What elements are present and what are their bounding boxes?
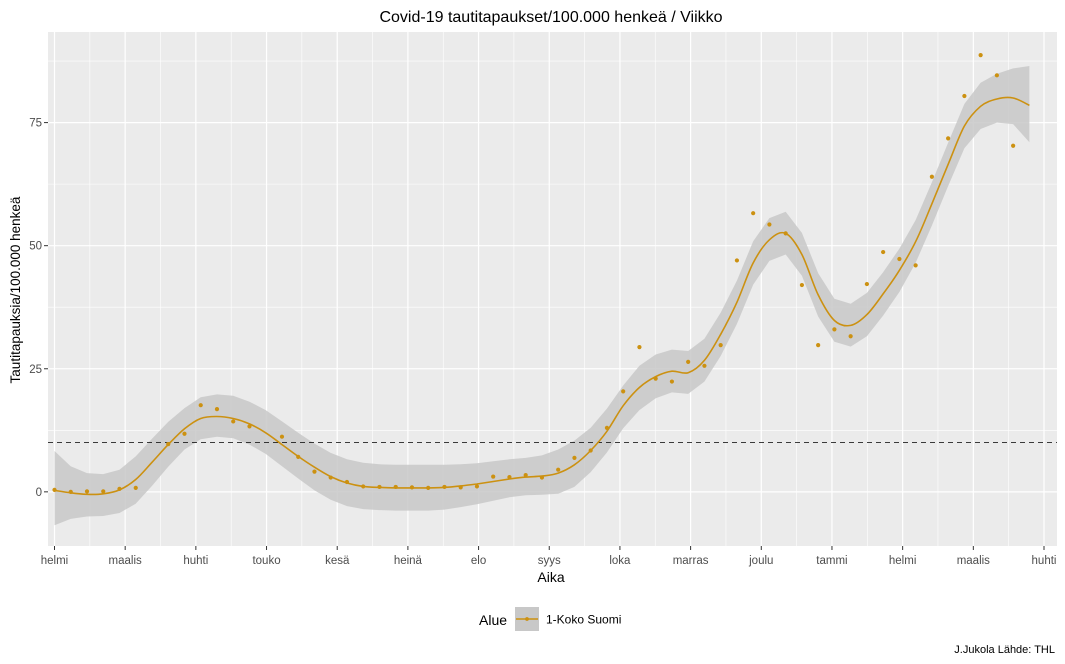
x-tick-label: syys: [538, 555, 561, 567]
data-point: [458, 485, 463, 490]
x-tick-label: huhti: [183, 555, 208, 567]
x-axis-label: Aika: [537, 569, 564, 585]
data-point: [279, 434, 285, 439]
data-point: [718, 343, 723, 348]
data-point: [604, 425, 610, 430]
source-caption: J.Jukola Lähde: THL: [954, 644, 1055, 656]
data-point: [978, 53, 983, 58]
x-tick-label: joulu: [748, 555, 773, 567]
data-point: [946, 136, 951, 141]
data-point: [507, 474, 512, 480]
data-point: [133, 485, 138, 491]
data-point: [328, 475, 333, 480]
data-point: [621, 389, 626, 394]
data-point: [214, 407, 220, 412]
data-point: [832, 327, 837, 332]
x-tick-label: marras: [673, 555, 709, 567]
y-axis-label: Tautitapauksia/100.000 henkeä: [8, 196, 23, 383]
data-point: [686, 359, 691, 364]
data-point: [588, 448, 593, 453]
x-tick-label: maalis: [957, 555, 990, 567]
legend-key-point: [525, 617, 529, 621]
data-point: [556, 467, 561, 472]
data-point: [491, 474, 496, 479]
data-point: [994, 73, 999, 78]
data-point: [816, 343, 821, 348]
data-point: [637, 344, 642, 350]
data-point: [247, 424, 252, 429]
data-point: [426, 485, 431, 491]
data-point: [881, 249, 886, 255]
data-point: [913, 263, 918, 268]
data-point: [231, 419, 236, 424]
data-point: [52, 487, 57, 492]
x-tick-label: elo: [471, 555, 486, 567]
data-point: [734, 258, 740, 263]
data-point: [344, 479, 350, 485]
data-point: [166, 441, 171, 447]
legend-entry-label: 1-Koko Suomi: [546, 613, 621, 627]
data-point: [117, 486, 122, 491]
data-point: [783, 231, 788, 236]
data-point: [929, 174, 934, 179]
data-point: [799, 282, 805, 288]
y-axis: 0 25 50 75: [29, 118, 48, 499]
data-point: [84, 489, 90, 494]
y-tick-label: 25: [29, 364, 42, 376]
data-point: [198, 403, 203, 408]
data-point: [312, 469, 317, 474]
data-point: [101, 489, 106, 494]
data-point: [767, 222, 772, 227]
x-tick-label: heinä: [394, 555, 423, 567]
data-point: [474, 484, 480, 489]
data-point: [442, 484, 447, 490]
data-point: [523, 473, 528, 478]
x-tick-label: helmi: [889, 555, 916, 567]
data-point: [377, 484, 382, 490]
x-tick-label: kesä: [325, 555, 350, 567]
x-tick-label: tammi: [816, 555, 847, 567]
x-axis: helmi maalis huhti touko kesä heinä elo syys lok…: [41, 546, 1057, 567]
data-point: [653, 376, 658, 381]
data-point: [751, 211, 756, 216]
data-point: [1011, 143, 1016, 148]
chart-title: Covid-19 tautitapaukset/100.000 henkeä /…: [379, 9, 722, 26]
x-tick-label: touko: [252, 555, 280, 567]
data-point: [864, 281, 869, 287]
legend: Alue 1-Koko Suomi: [479, 607, 621, 631]
data-point: [296, 454, 301, 459]
data-point: [669, 379, 675, 384]
y-tick-label: 0: [36, 487, 42, 499]
data-point: [409, 485, 415, 490]
data-point: [68, 489, 73, 494]
data-point: [962, 93, 967, 99]
x-tick-label: helmi: [41, 555, 68, 567]
data-point: [182, 431, 187, 436]
data-point: [539, 475, 545, 480]
y-tick-label: 50: [29, 241, 42, 253]
confidence-band: [54, 66, 1030, 526]
data-point: [848, 334, 853, 339]
data-point: [572, 455, 577, 460]
grid-minor: [48, 32, 1057, 546]
x-tick-label: loka: [609, 555, 631, 567]
data-point: [702, 363, 707, 368]
data-points: [52, 53, 1016, 494]
legend-title: Alue: [479, 612, 507, 628]
data-point: [897, 256, 902, 262]
y-tick-label: 75: [29, 118, 42, 130]
x-tick-label: maalis: [109, 555, 142, 567]
x-tick-label: huhti: [1032, 555, 1057, 567]
data-point: [393, 484, 398, 490]
data-point: [361, 484, 366, 489]
